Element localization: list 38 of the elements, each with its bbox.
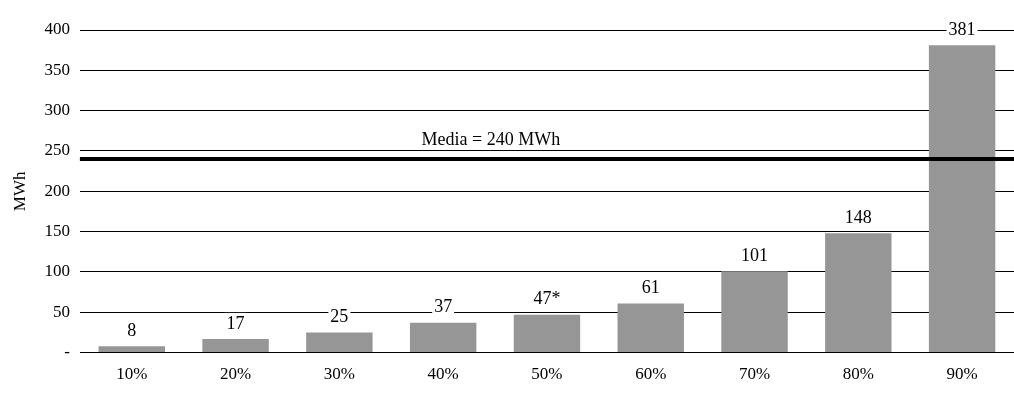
bar — [98, 346, 166, 353]
bar — [825, 233, 892, 353]
y-tick-label: 250 — [44, 140, 70, 160]
x-tick-label: 90% — [946, 364, 978, 384]
y-tick-label: - — [64, 342, 71, 362]
y-tick-label: 50 — [52, 301, 70, 321]
bar — [513, 314, 581, 353]
x-tick-label: 20% — [220, 364, 252, 384]
y-tick-label: 200 — [44, 180, 70, 200]
bar — [306, 332, 373, 353]
x-tick-label: 60% — [635, 364, 667, 384]
x-tick-label: 70% — [738, 364, 771, 384]
bar — [721, 271, 788, 353]
ref-line-label: Media = 240 MWh — [421, 128, 561, 149]
data-label: 8 — [127, 319, 137, 340]
y-tick-label: 100 — [44, 261, 70, 281]
bar — [202, 338, 269, 353]
x-tick-label: 10% — [116, 364, 148, 384]
y-tick-label: 400 — [44, 19, 70, 39]
bar — [409, 322, 477, 353]
y-axis-title: MWh — [9, 170, 29, 212]
data-label: 47* — [533, 288, 561, 309]
data-label: 61 — [641, 277, 660, 298]
x-tick-label: 80% — [842, 364, 874, 384]
data-label: 37 — [434, 296, 453, 317]
bar — [928, 45, 996, 353]
data-label: 101 — [741, 244, 769, 265]
data-label: 25 — [330, 306, 349, 327]
data-label: 381 — [948, 19, 976, 40]
data-label: 17 — [226, 312, 245, 333]
y-tick-label: 150 — [44, 221, 70, 241]
x-tick-label: 50% — [531, 364, 563, 384]
x-tick-label: 40% — [427, 364, 459, 384]
x-tick-label: 30% — [323, 364, 355, 384]
data-label: 148 — [844, 206, 872, 227]
y-tick-label: 300 — [44, 100, 70, 120]
bar — [617, 303, 684, 353]
y-tick-label: 350 — [44, 59, 70, 79]
